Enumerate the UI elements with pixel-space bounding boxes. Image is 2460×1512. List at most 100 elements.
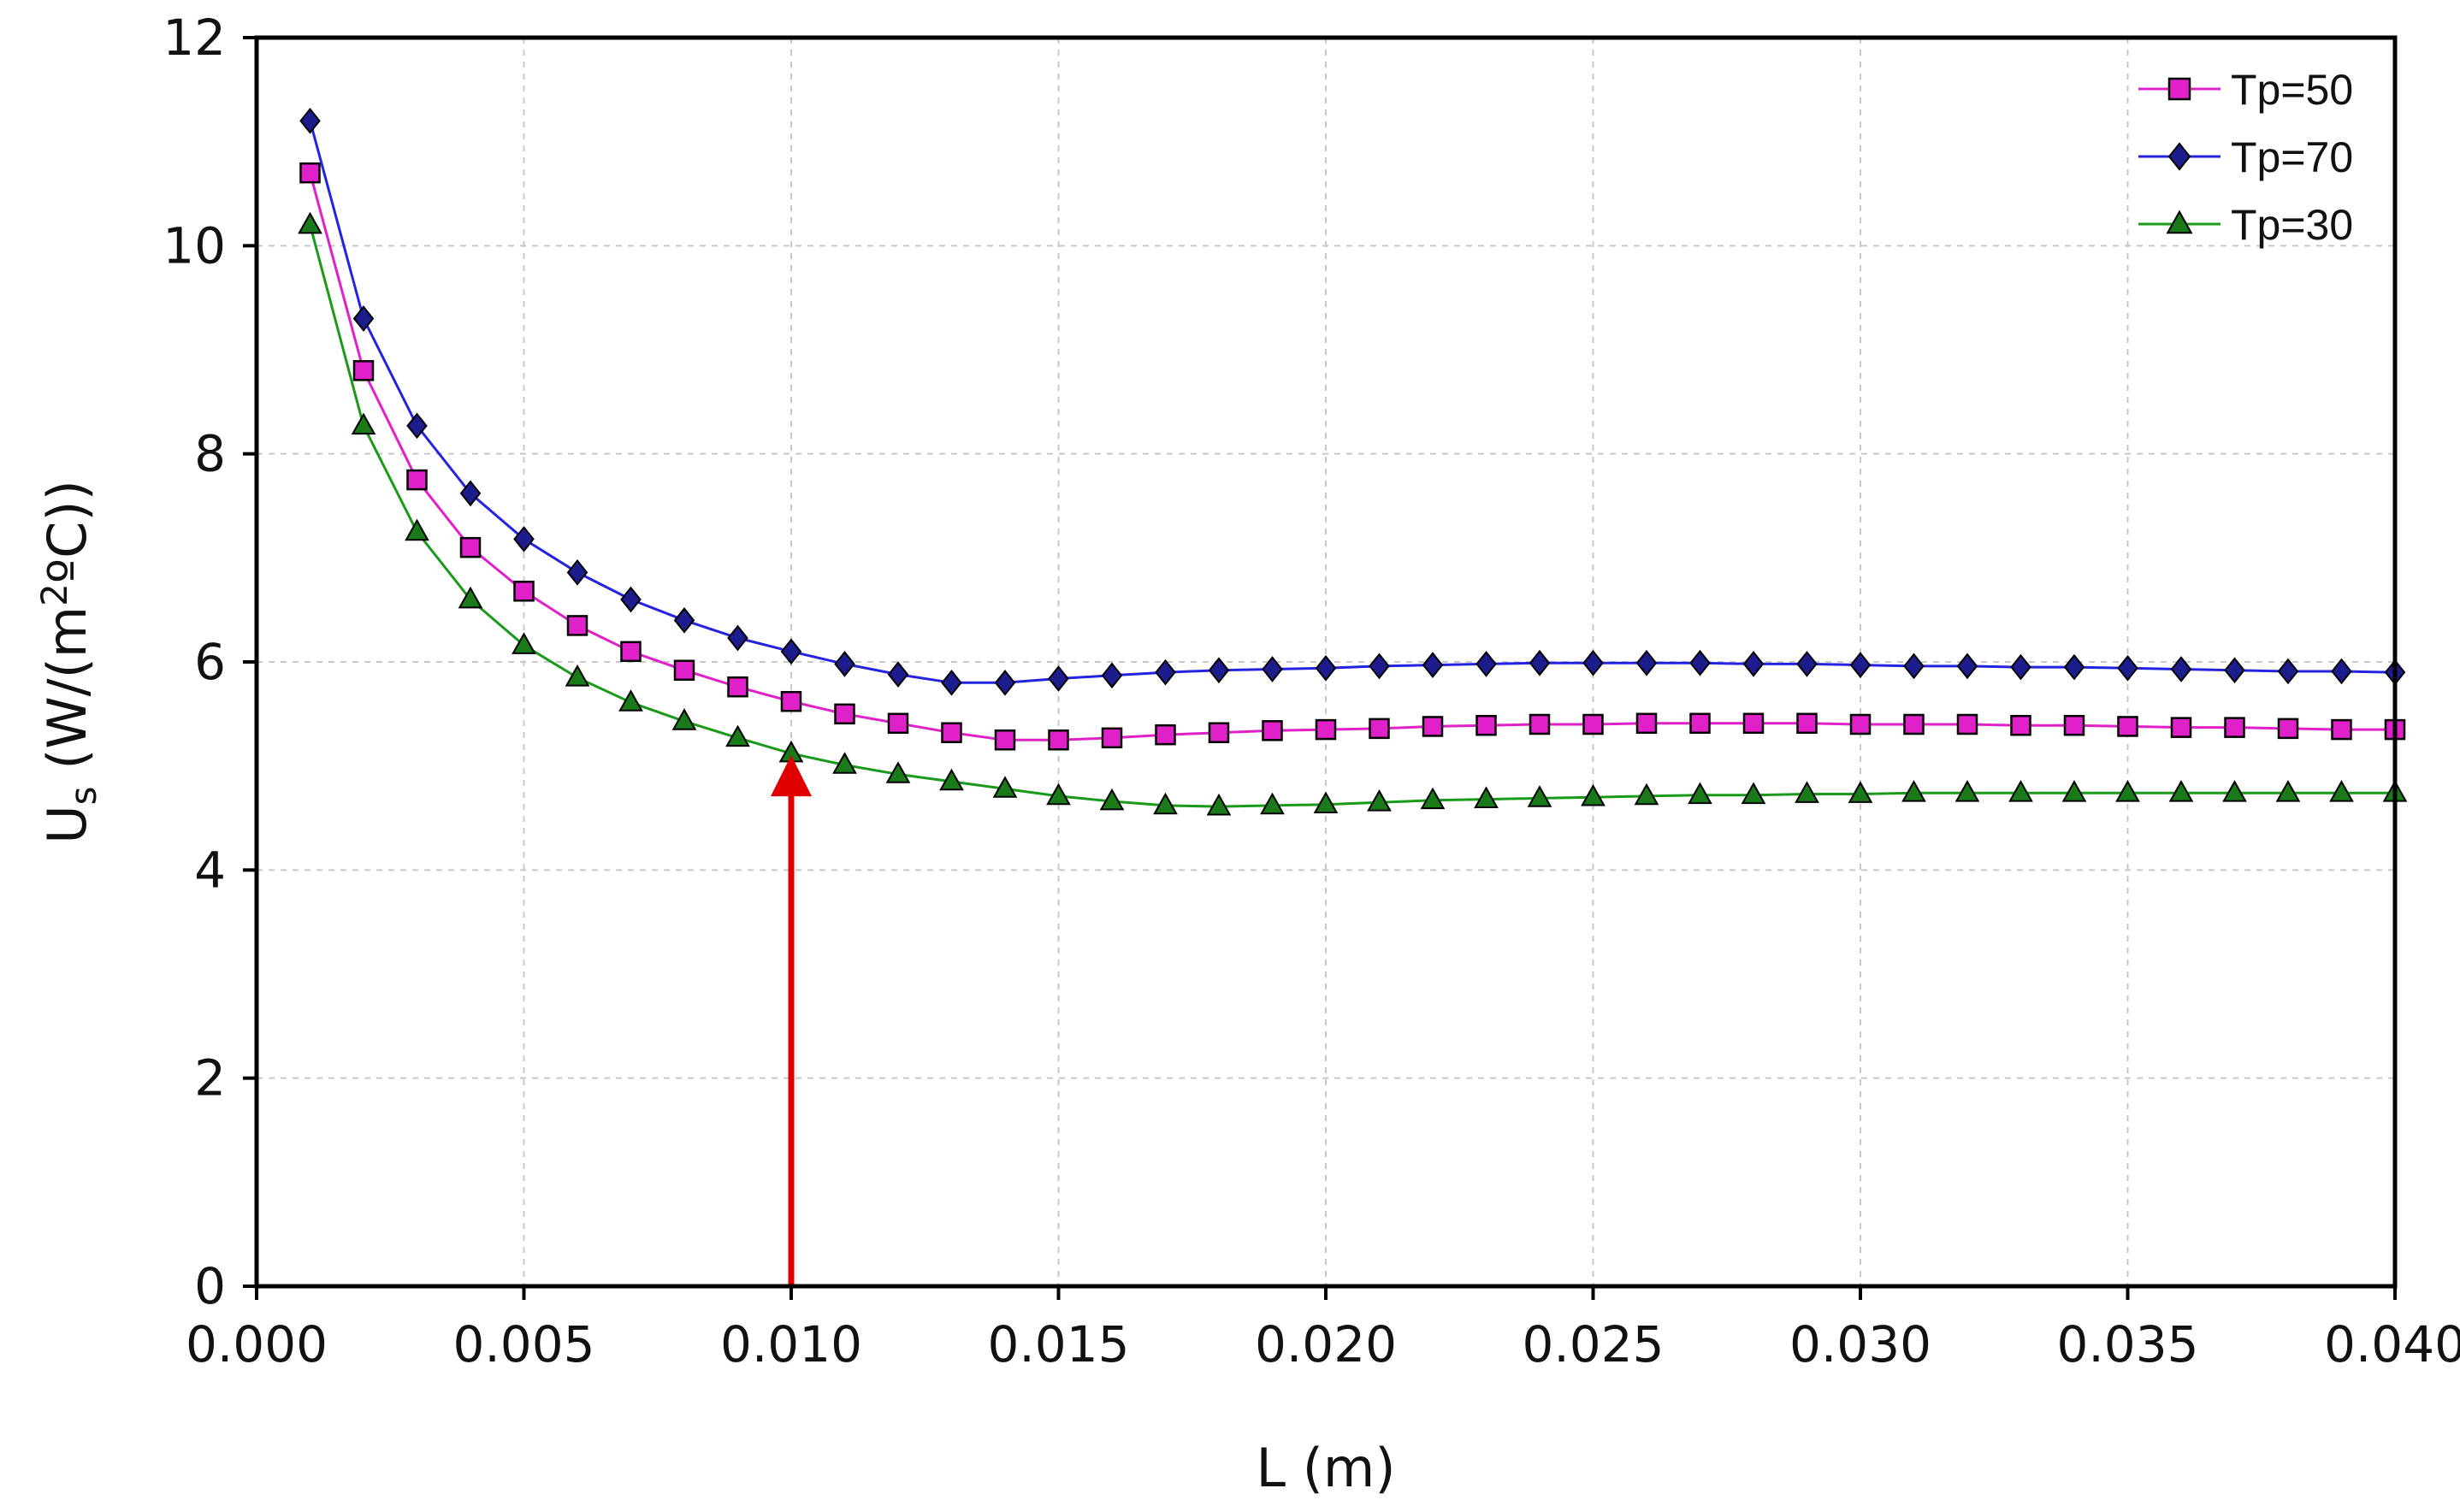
data-point (1688, 782, 1712, 805)
data-point (566, 559, 588, 586)
data-point (1529, 649, 1551, 676)
data-point (834, 651, 855, 677)
data-point (994, 729, 1016, 751)
data-point (1689, 712, 1711, 735)
data-point (2224, 657, 2245, 684)
data-point (1796, 651, 1818, 677)
data-point (1849, 652, 1872, 679)
y-axis-title-subscript: s (62, 787, 104, 806)
y-tick-label: 6 (194, 633, 226, 691)
data-point (1742, 651, 1765, 677)
data-point (2329, 780, 2354, 802)
data-point (351, 412, 376, 435)
data-point (1369, 653, 1390, 680)
data-point (1903, 653, 1925, 680)
data-point (620, 586, 642, 613)
data-point (1529, 713, 1551, 735)
data-point (299, 107, 321, 134)
data-point (2061, 780, 2087, 802)
data-point (459, 536, 482, 558)
data-point (566, 615, 588, 636)
y-tick-label: 10 (163, 216, 226, 275)
data-point (620, 641, 642, 663)
data-point (2224, 717, 2245, 738)
data-point (352, 305, 375, 332)
data-point (887, 661, 909, 688)
data-point (2275, 780, 2301, 802)
data-point (1954, 780, 1980, 802)
data-point (1581, 783, 1606, 806)
data-point (673, 606, 695, 634)
data-point (1741, 782, 1766, 805)
y-tick-label: 4 (194, 841, 226, 899)
x-tick-label: 0.035 (2056, 1315, 2198, 1373)
y-axis-title-unit-pre: (W/(m (36, 606, 98, 787)
data-point (2170, 656, 2192, 682)
data-point (1849, 713, 1872, 735)
data-point (1796, 712, 1818, 735)
legend-marker (2166, 210, 2193, 234)
x-tick-label: 0.030 (1789, 1315, 1931, 1373)
data-point (1101, 727, 1123, 749)
x-tick-label: 0.040 (2324, 1315, 2460, 1373)
data-point (1956, 653, 1978, 680)
legend-label: Tp=70 (2231, 133, 2353, 181)
data-point (1262, 656, 1283, 682)
x-tick-label: 0.010 (720, 1315, 862, 1373)
data-point (673, 659, 695, 681)
series-tp-70 (299, 107, 2406, 696)
data-point (1848, 781, 1873, 803)
data-point (1260, 792, 1285, 815)
data-point (727, 676, 748, 698)
y-axis-title-main: U (36, 805, 98, 843)
data-point (1635, 649, 1658, 676)
series-line (309, 172, 2395, 741)
data-point (1206, 793, 1232, 816)
data-point (618, 689, 643, 712)
series-tp-50 (299, 162, 2406, 751)
data-point (1315, 718, 1337, 741)
data-point (1742, 712, 1765, 735)
x-axis-title: L (m) (1256, 1437, 1395, 1499)
data-point (2331, 718, 2352, 741)
data-point (2063, 653, 2085, 681)
data-point (992, 776, 1018, 798)
data-point (1634, 783, 1659, 806)
data-point (780, 690, 802, 712)
data-point (725, 724, 750, 747)
data-point (939, 768, 964, 791)
data-point (1422, 716, 1444, 737)
data-point (2277, 718, 2299, 740)
data-point (2117, 654, 2138, 682)
data-point (1689, 649, 1711, 676)
data-point (459, 480, 482, 507)
data-point (2010, 653, 2031, 681)
x-tick-label: 0.020 (1255, 1315, 1397, 1373)
x-tick-label: 0.000 (186, 1315, 328, 1373)
series-tp-30 (298, 211, 2408, 816)
legend-item: Tp=50 (2138, 66, 2353, 114)
y-tick-label: 12 (163, 9, 226, 67)
legend-label: Tp=50 (2231, 66, 2353, 114)
data-point (2222, 780, 2247, 802)
data-point (513, 526, 535, 552)
data-point (1153, 792, 1178, 815)
data-point (1101, 662, 1123, 689)
data-point (1208, 657, 1230, 684)
data-point (406, 469, 428, 491)
data-point (1208, 722, 1230, 743)
data-point (1046, 783, 1071, 806)
y-axis-title-unit-post: ºC)) (36, 480, 98, 583)
data-point (2115, 780, 2140, 802)
data-point (1474, 786, 1499, 808)
data-point (1048, 729, 1069, 751)
data-point (1420, 787, 1446, 810)
data-point (941, 722, 962, 743)
data-point (1313, 791, 1339, 814)
data-point (2331, 658, 2352, 685)
data-point (406, 412, 428, 440)
y-axis-title: Us (W/(m2ºC)) (33, 480, 104, 844)
x-tick-label: 0.005 (452, 1315, 594, 1373)
legend-marker (2167, 142, 2191, 171)
